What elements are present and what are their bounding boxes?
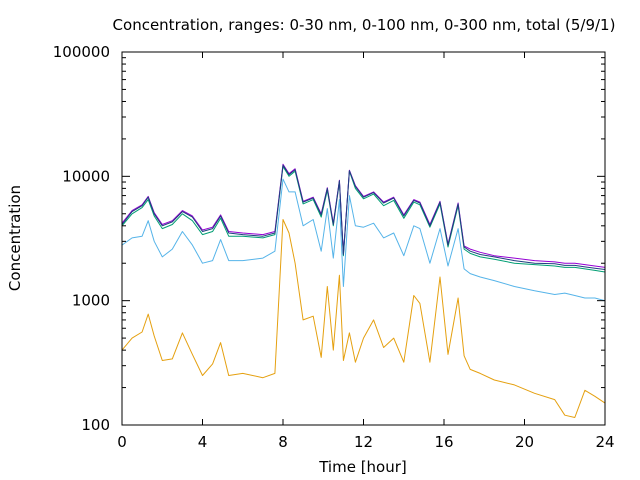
y-axis-label: Concentration <box>6 185 24 291</box>
x-tick-label: 16 <box>434 433 453 451</box>
series-line-4 <box>121 163 606 268</box>
y-tick-label: 100 <box>81 416 110 434</box>
x-tick-label: 0 <box>117 433 127 451</box>
x-tick-label: 20 <box>515 433 534 451</box>
plot-frame <box>121 51 606 426</box>
series-line-3 <box>121 166 606 273</box>
x-axis-label: Time [hour] <box>318 458 407 476</box>
series-line-5 <box>121 164 606 270</box>
series-line-1 <box>121 219 606 418</box>
y-tick-label: 10000 <box>62 167 110 185</box>
x-tick-label: 8 <box>278 433 288 451</box>
chart-title: Concentration, ranges: 0-30 nm, 0-100 nm… <box>113 16 616 34</box>
x-tick-label: 4 <box>198 433 208 451</box>
y-tick-label: 100000 <box>53 43 110 61</box>
x-tick-label: 24 <box>595 433 614 451</box>
series-layer <box>121 163 606 418</box>
y-tick-label: 1000 <box>72 292 110 310</box>
x-tick-label: 12 <box>354 433 373 451</box>
ticks-layer: 0 4 8 12 16 20 24 100 1000 10000 100000 <box>53 43 615 451</box>
series-line-2 <box>121 178 606 302</box>
